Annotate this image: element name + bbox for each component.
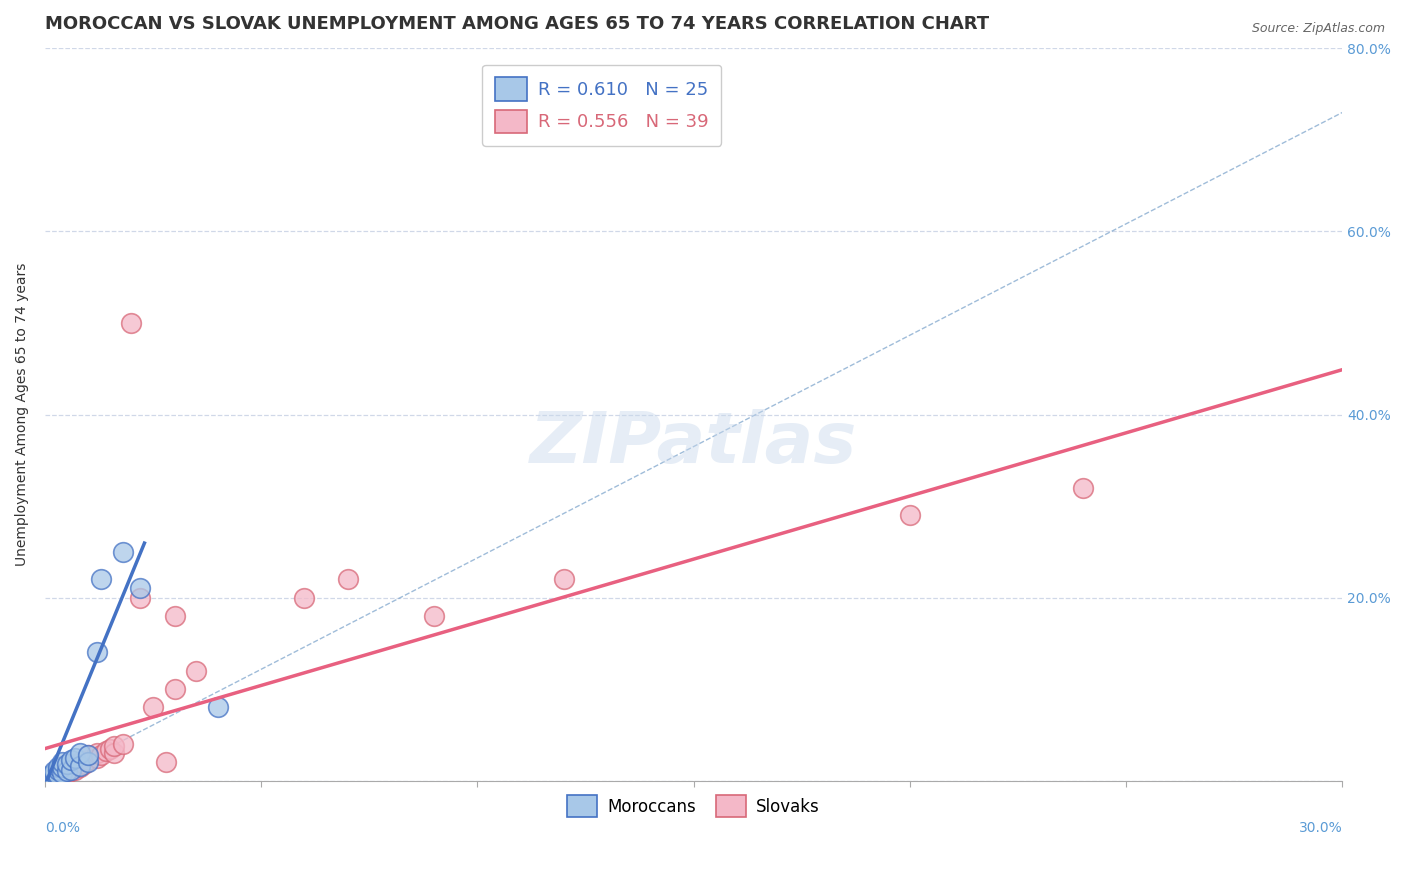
Point xyxy=(186,664,208,678)
Point xyxy=(55,766,77,780)
Point xyxy=(77,747,100,762)
Point xyxy=(77,747,100,762)
Point xyxy=(86,645,108,659)
Point xyxy=(42,770,65,784)
Point xyxy=(69,760,91,774)
Point xyxy=(1071,481,1094,495)
Point xyxy=(163,608,186,623)
Point xyxy=(103,746,125,760)
Point xyxy=(55,764,77,779)
Point xyxy=(42,768,65,782)
Point xyxy=(69,759,91,773)
Point xyxy=(42,764,65,779)
Point xyxy=(423,608,446,623)
Point xyxy=(51,756,73,770)
Point xyxy=(336,572,359,586)
Y-axis label: Unemployment Among Ages 65 to 74 years: Unemployment Among Ages 65 to 74 years xyxy=(15,263,30,566)
Point xyxy=(46,766,69,780)
Point xyxy=(59,764,82,779)
Point xyxy=(553,572,575,586)
Point xyxy=(65,750,87,764)
Point xyxy=(42,766,65,780)
Point xyxy=(294,591,316,605)
Point xyxy=(69,756,91,770)
Point xyxy=(142,700,165,714)
Point xyxy=(103,739,125,753)
Point xyxy=(59,763,82,777)
Point xyxy=(90,572,112,586)
Point xyxy=(111,545,134,559)
Point xyxy=(73,757,96,772)
Text: 0.0%: 0.0% xyxy=(45,821,80,835)
Text: 30.0%: 30.0% xyxy=(1299,821,1343,835)
Point xyxy=(55,763,77,777)
Point xyxy=(55,757,77,772)
Point xyxy=(90,747,112,762)
Point xyxy=(46,768,69,782)
Point xyxy=(65,757,87,772)
Point xyxy=(38,772,60,786)
Text: MOROCCAN VS SLOVAK UNEMPLOYMENT AMONG AGES 65 TO 74 YEARS CORRELATION CHART: MOROCCAN VS SLOVAK UNEMPLOYMENT AMONG AG… xyxy=(45,15,988,33)
Legend: Moroccans, Slovaks: Moroccans, Slovaks xyxy=(561,789,827,823)
Point xyxy=(94,744,117,758)
Point xyxy=(98,741,121,756)
Point xyxy=(77,756,100,770)
Point xyxy=(155,756,177,770)
Point xyxy=(86,750,108,764)
Point xyxy=(59,760,82,774)
Point xyxy=(69,746,91,760)
Point xyxy=(46,763,69,777)
Text: ZIPatlas: ZIPatlas xyxy=(530,409,858,478)
Point xyxy=(120,316,142,330)
Point xyxy=(51,764,73,779)
Point xyxy=(86,746,108,760)
Point xyxy=(42,770,65,784)
Point xyxy=(51,768,73,782)
Point xyxy=(51,766,73,780)
Text: Source: ZipAtlas.com: Source: ZipAtlas.com xyxy=(1251,22,1385,36)
Point xyxy=(46,769,69,783)
Point xyxy=(111,737,134,751)
Point xyxy=(898,508,921,523)
Point xyxy=(77,754,100,768)
Point xyxy=(65,763,87,777)
Point xyxy=(59,754,82,768)
Point xyxy=(38,772,60,786)
Point xyxy=(46,760,69,774)
Point xyxy=(129,591,152,605)
Point xyxy=(38,769,60,783)
Point xyxy=(163,682,186,697)
Point xyxy=(51,760,73,774)
Point xyxy=(129,582,152,596)
Point xyxy=(207,700,229,714)
